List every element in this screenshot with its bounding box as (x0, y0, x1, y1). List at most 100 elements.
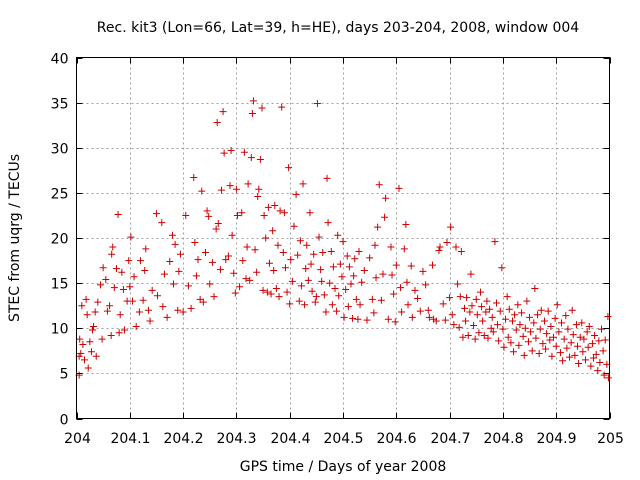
data-point (130, 273, 138, 281)
data-point (110, 284, 118, 292)
data-point (487, 324, 495, 332)
data-point (493, 299, 501, 307)
data-point (499, 325, 507, 333)
data-point (352, 295, 360, 303)
data-point (236, 283, 244, 291)
data-point (360, 266, 368, 274)
data-point (604, 374, 612, 382)
data-point (511, 311, 519, 319)
data-point (313, 100, 321, 108)
data-point (253, 268, 261, 276)
data-point (366, 254, 374, 262)
data-point (547, 322, 555, 330)
data-point (384, 315, 392, 323)
data-point (595, 337, 603, 345)
data-point (574, 342, 582, 350)
data-point (301, 301, 309, 309)
data-point (107, 331, 115, 339)
data-point (163, 313, 171, 321)
data-points (75, 97, 612, 382)
data-point (450, 321, 458, 329)
data-point (324, 219, 332, 227)
x-tick-label: 204.1 (110, 431, 150, 447)
data-point (588, 340, 596, 348)
data-point (486, 305, 494, 313)
y-axis-label: STEC from uqrg / TECUs (7, 154, 23, 322)
data-point (575, 359, 583, 367)
data-point (540, 317, 548, 325)
data-point (322, 308, 330, 316)
data-point (201, 248, 209, 256)
data-point (536, 325, 544, 333)
data-point (338, 273, 346, 281)
x-axis-label: GPS time / Days of year 2008 (240, 459, 447, 475)
data-point (79, 340, 87, 348)
data-point (459, 333, 467, 341)
data-point (271, 202, 279, 210)
data-point (233, 211, 241, 219)
data-point (548, 352, 556, 360)
data-point (109, 243, 117, 251)
data-point (342, 285, 350, 293)
data-point (94, 298, 102, 306)
data-point (254, 192, 262, 200)
data-point (294, 251, 302, 259)
data-point (425, 313, 433, 321)
data-point (556, 349, 564, 357)
data-point (278, 103, 286, 111)
data-point (99, 264, 107, 272)
data-point (217, 186, 225, 194)
data-point (287, 256, 295, 264)
data-point (128, 297, 136, 305)
data-point (452, 243, 460, 251)
data-point (90, 322, 98, 330)
data-point (281, 264, 289, 272)
data-point (472, 295, 480, 303)
data-point (312, 293, 320, 301)
data-point (335, 292, 343, 300)
data-point (478, 303, 486, 311)
data-point (544, 307, 552, 315)
data-point (375, 181, 383, 189)
data-point (571, 351, 579, 359)
data-point (339, 238, 347, 246)
data-point (285, 164, 293, 172)
data-point (232, 185, 240, 193)
data-point (213, 118, 221, 126)
data-point (345, 263, 353, 271)
data-point (355, 248, 363, 256)
data-point (76, 335, 84, 343)
data-point (535, 350, 543, 358)
data-point (171, 240, 179, 248)
data-point (239, 257, 247, 265)
data-point (142, 245, 150, 253)
data-point (468, 302, 476, 310)
chart-title: Rec. kit3 (Lon=66, Lat=39, h=HE), days 2… (97, 20, 580, 36)
data-point (275, 293, 283, 301)
data-point (585, 322, 593, 330)
data-point (443, 239, 451, 247)
data-point (243, 243, 251, 251)
data-point (146, 317, 154, 325)
data-point (297, 282, 305, 290)
data-point (247, 154, 255, 162)
data-point (269, 227, 277, 235)
y-tick-label: 20 (51, 232, 69, 248)
data-point (455, 323, 463, 331)
data-point (198, 187, 206, 195)
data-point (115, 329, 123, 337)
data-point (523, 297, 531, 305)
data-point (447, 223, 455, 231)
data-point (190, 174, 198, 182)
data-point (550, 333, 558, 341)
data-point (170, 280, 178, 288)
data-point (126, 283, 134, 291)
data-point (334, 231, 342, 239)
data-point (168, 231, 176, 239)
data-point (461, 304, 469, 312)
data-point (102, 276, 110, 284)
y-tick-label: 5 (60, 367, 69, 383)
data-point (242, 275, 250, 283)
data-point (231, 289, 239, 297)
x-tick-label: 204.4 (270, 431, 310, 447)
